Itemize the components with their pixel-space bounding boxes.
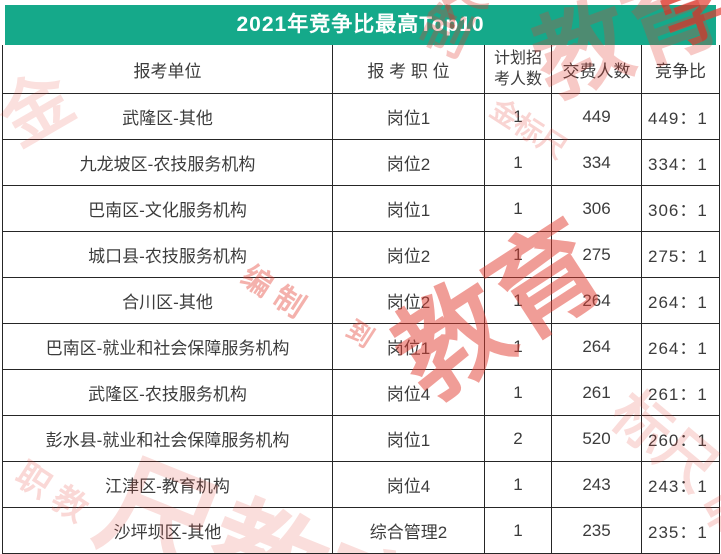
- table-row: 彭水县-就业和社会保障服务机构 岗位1 2 520 260：1: [2, 415, 720, 462]
- table-cell: 武隆区-其他: [2, 93, 333, 140]
- table-cell: 449: [551, 93, 642, 140]
- table-row: 巴南区-文化服务机构 岗位1 1 306 306：1: [2, 185, 720, 232]
- table-cell: 1: [484, 323, 552, 370]
- table-cell: 334: [551, 139, 642, 186]
- table-row: 江津区-教育机构 岗位4 1 243 243：1: [2, 461, 720, 508]
- table-row: 沙坪坝区-其他 综合管理2 1 235 235：1: [2, 507, 720, 554]
- table-row: 九龙坡区-农技服务机构 岗位2 1 334 334：1: [2, 139, 720, 186]
- table-cell: 1: [484, 185, 552, 232]
- table-cell: 449：1: [641, 93, 720, 140]
- table-cell: 江津区-教育机构: [2, 461, 333, 508]
- table-cell: 264: [551, 277, 642, 324]
- table-cell: 彭水县-就业和社会保障服务机构: [2, 415, 333, 462]
- table-cell: 334：1: [641, 139, 720, 186]
- table-cell: 1: [484, 461, 552, 508]
- column-header-unit: 报考单位: [2, 45, 333, 94]
- table-row: 城口县-农技服务机构 岗位2 1 275 275：1: [2, 231, 720, 278]
- table-cell: 1: [484, 139, 552, 186]
- top10-table: 报考单位 报 考 职 位 计划招考人数 交费人数 竞争比 武隆区-其他 岗位1 1 4…: [2, 45, 720, 554]
- table-cell: 275: [551, 231, 642, 278]
- table-cell: 沙坪坝区-其他: [2, 507, 333, 554]
- column-header-ratio: 竞争比: [641, 45, 720, 94]
- table-cell: 264：1: [641, 323, 720, 370]
- table-cell: 520: [551, 415, 642, 462]
- table-cell: 264：1: [641, 277, 720, 324]
- table-cell: 城口县-农技服务机构: [2, 231, 333, 278]
- table-cell: 九龙坡区-农技服务机构: [2, 139, 333, 186]
- table-title: 2021年竞争比最高Top10: [5, 5, 716, 45]
- column-header-planned: 计划招考人数: [484, 45, 552, 94]
- table-cell: 1: [484, 93, 552, 140]
- table-cell: 2: [484, 415, 552, 462]
- table-cell: 235：1: [641, 507, 720, 554]
- table-cell: 1: [484, 507, 552, 554]
- table-cell: 岗位1: [332, 415, 485, 462]
- column-header-position: 报 考 职 位: [332, 45, 485, 94]
- table-cell: 巴南区-就业和社会保障服务机构: [2, 323, 333, 370]
- table-cell: 岗位2: [332, 139, 485, 186]
- table-cell: 261：1: [641, 369, 720, 416]
- table-body: 武隆区-其他 岗位1 1 449 449：1 九龙坡区-农技服务机构 岗位2 1 334 334：…: [2, 93, 720, 554]
- table-cell: 巴南区-文化服务机构: [2, 185, 333, 232]
- table-cell: 275：1: [641, 231, 720, 278]
- table-row: 合川区-其他 岗位2 1 264 264：1: [2, 277, 720, 324]
- table-cell: 岗位1: [332, 323, 485, 370]
- table-cell: 1: [484, 277, 552, 324]
- table-cell: 岗位2: [332, 277, 485, 324]
- table-cell: 1: [484, 231, 552, 278]
- table-cell: 岗位2: [332, 231, 485, 278]
- column-header-payers: 交费人数: [551, 45, 642, 94]
- table-cell: 261: [551, 369, 642, 416]
- table-cell: 264: [551, 323, 642, 370]
- table-cell: 243：1: [641, 461, 720, 508]
- table-cell: 综合管理2: [332, 507, 485, 554]
- table-cell: 武隆区-农技服务机构: [2, 369, 333, 416]
- table-cell: 235: [551, 507, 642, 554]
- table-cell: 岗位4: [332, 461, 485, 508]
- table-cell: 岗位4: [332, 369, 485, 416]
- table-row: 巴南区-就业和社会保障服务机构 岗位1 1 264 264：1: [2, 323, 720, 370]
- table-cell: 306: [551, 185, 642, 232]
- header-row: 报考单位 报 考 职 位 计划招考人数 交费人数 竞争比: [2, 45, 720, 94]
- table-cell: 260：1: [641, 415, 720, 462]
- table-cell: 岗位1: [332, 185, 485, 232]
- table-row: 武隆区-农技服务机构 岗位4 1 261 261：1: [2, 369, 720, 416]
- table-cell: 243: [551, 461, 642, 508]
- table-cell: 岗位1: [332, 93, 485, 140]
- table-header: 报考单位 报 考 职 位 计划招考人数 交费人数 竞争比: [2, 45, 720, 94]
- table-row: 武隆区-其他 岗位1 1 449 449：1: [2, 93, 720, 140]
- table-cell: 306：1: [641, 185, 720, 232]
- table-cell: 1: [484, 369, 552, 416]
- table-cell: 合川区-其他: [2, 277, 333, 324]
